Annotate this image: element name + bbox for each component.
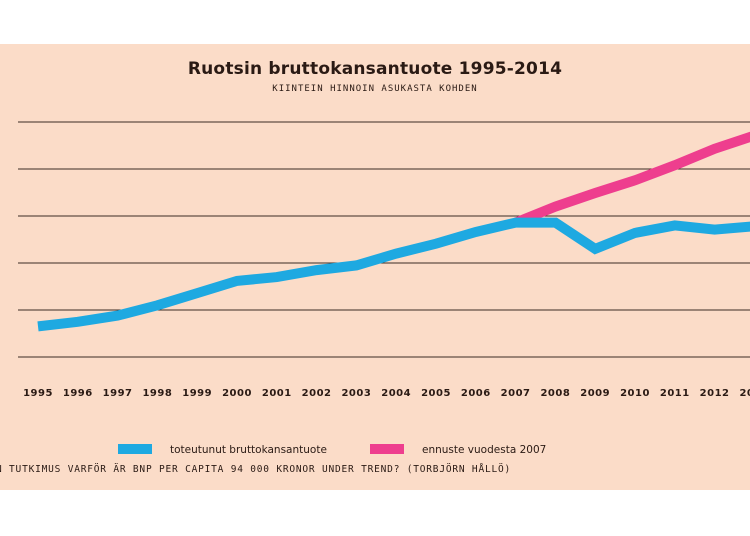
chart-subtitle: KIINTEIN HINNOIN ASUKASTA KOHDEN <box>272 84 478 94</box>
x-tick-label: 2010 <box>620 388 650 399</box>
x-tick-label: 1997 <box>103 388 133 399</box>
series-line <box>37 217 750 332</box>
series-line <box>513 131 750 228</box>
x-tick-label: 2004 <box>381 388 411 399</box>
x-tick-label: 2002 <box>302 388 332 399</box>
x-tick-label: 2013 <box>739 388 750 399</box>
x-tick-label: 2008 <box>540 388 570 399</box>
x-tick-label: 2006 <box>461 388 491 399</box>
chart-panel: 1995 1996 1997 1998 1999 2000 2001 2002 2003 2004… <box>0 44 750 490</box>
x-tick-label: 2011 <box>660 388 690 399</box>
series-lines <box>37 131 750 332</box>
x-tick-label: 2001 <box>262 388 292 399</box>
legend-label: toteutunut bruttokansantuote <box>170 444 327 456</box>
chart-title: Ruotsin bruttokansantuote 1995-2014 <box>187 59 563 79</box>
gridlines <box>18 121 750 358</box>
x-tick-label: 2000 <box>222 388 252 399</box>
legend-label: ennuste vuodesta 2007 <box>422 444 546 456</box>
x-axis-ticks: 1995 1996 1997 1998 1999 2000 2001 2002 2003 2004… <box>23 388 750 399</box>
x-tick-label: 2012 <box>700 388 730 399</box>
x-tick-label: 2009 <box>580 388 610 399</box>
x-tick-label: 1996 <box>63 388 93 399</box>
x-tick-label: 2007 <box>501 388 531 399</box>
source-caption: N TUTKIMUS VARFÖR ÄR BNP PER CAPITA 94 0… <box>0 464 512 475</box>
x-tick-label: 2005 <box>421 388 451 399</box>
x-tick-label: 1995 <box>23 388 53 399</box>
x-tick-label: 2003 <box>341 388 371 399</box>
x-tick-label: 1998 <box>142 388 172 399</box>
line-chart: 1995 1996 1997 1998 1999 2000 2001 2002 2003 2004… <box>18 121 750 456</box>
legend: toteutunut bruttokansantuote ennuste vuod… <box>118 444 546 456</box>
x-tick-label: 1999 <box>182 388 212 399</box>
